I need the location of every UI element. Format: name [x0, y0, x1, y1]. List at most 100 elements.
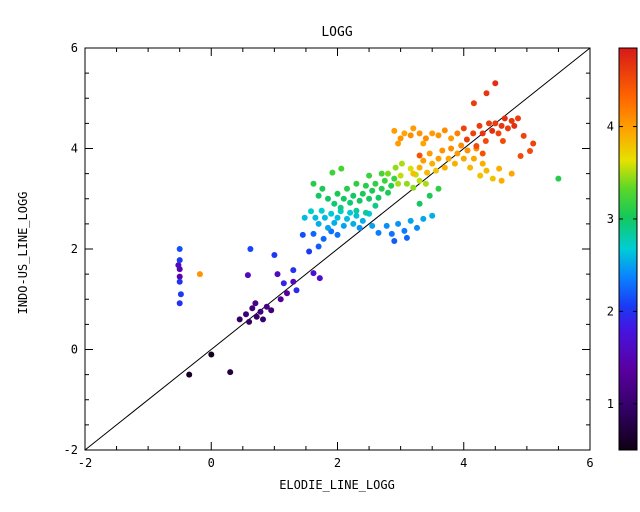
data-point [334, 231, 341, 238]
data-point [416, 164, 423, 171]
data-point [498, 177, 505, 184]
data-point [501, 115, 508, 122]
data-point [301, 214, 308, 221]
data-point [517, 153, 524, 159]
data-point [416, 200, 423, 207]
data-point [439, 147, 446, 154]
y-axis-label: INDO-US_LINE_LOGG [16, 192, 30, 315]
data-point [508, 117, 515, 124]
data-point [508, 170, 515, 177]
data-point [391, 175, 398, 182]
data-point [504, 125, 511, 132]
data-point [356, 197, 363, 204]
colorbar-tick-label: 1 [607, 397, 614, 411]
data-point [482, 138, 489, 144]
data-point [489, 175, 496, 182]
data-point [243, 311, 249, 318]
data-point [388, 230, 395, 237]
data-point [476, 122, 483, 129]
data-point [344, 215, 350, 222]
data-point [464, 147, 471, 154]
data-point [385, 189, 391, 196]
data-point [433, 167, 439, 174]
data-point [315, 243, 322, 250]
data-point [420, 140, 427, 147]
colorbar-gradient [618, 47, 638, 451]
y-tick-label: 0 [71, 343, 78, 357]
data-point [366, 172, 373, 179]
data-point [310, 270, 317, 277]
data-point [420, 215, 427, 222]
data-point [246, 318, 253, 325]
data-point [477, 172, 484, 179]
data-point [392, 164, 399, 171]
y-tick-label: -2 [64, 443, 78, 457]
plot-title: LOGG [321, 25, 352, 40]
data-point [486, 120, 492, 127]
data-point [186, 371, 193, 378]
data-point [350, 220, 357, 227]
data-point [429, 212, 436, 219]
data-point [315, 192, 322, 199]
data-point [410, 125, 417, 132]
data-point [395, 140, 402, 147]
data-point [555, 175, 562, 182]
data-point [445, 155, 452, 162]
data-point [463, 136, 470, 143]
data-point [435, 132, 442, 139]
data-point [331, 200, 338, 207]
data-point [260, 316, 266, 323]
data-point [344, 185, 350, 192]
data-point [460, 125, 467, 132]
data-point [306, 248, 313, 255]
data-point [350, 192, 357, 199]
data-point [236, 316, 243, 323]
data-point [416, 152, 423, 159]
data-point [176, 278, 183, 285]
y-tick-label: 4 [71, 142, 78, 156]
data-point [257, 308, 264, 315]
data-point [458, 142, 465, 149]
data-point [347, 209, 354, 216]
data-point [176, 300, 183, 307]
data-point [328, 210, 335, 217]
y-tick-label: 2 [71, 242, 78, 256]
colorbar-tick-label: 2 [607, 304, 614, 318]
data-point [176, 257, 183, 264]
data-point [176, 273, 183, 280]
data-point [395, 180, 402, 187]
data-point [530, 140, 537, 147]
data-point [308, 208, 314, 215]
data-point [274, 271, 281, 278]
data-point [353, 180, 360, 187]
data-point [407, 132, 414, 139]
data-point [263, 303, 270, 310]
x-tick-label: 6 [586, 456, 593, 470]
data-point [454, 150, 461, 157]
data-point [247, 246, 254, 252]
data-point [340, 195, 347, 202]
data-point [334, 214, 341, 221]
colorbar: 1 2 3 4 [607, 47, 638, 451]
data-point [253, 313, 260, 320]
data-point [347, 199, 354, 206]
data-point [372, 180, 379, 187]
data-point [467, 164, 474, 171]
data-point [331, 219, 338, 226]
y-tick-label: 6 [71, 41, 78, 55]
data-point [315, 220, 322, 227]
data-point [277, 296, 284, 303]
data-point [325, 195, 331, 202]
data-point [429, 160, 436, 167]
data-point [403, 234, 410, 241]
data-point [414, 224, 420, 231]
data-point [492, 120, 499, 127]
data-point [499, 138, 506, 144]
data-point [290, 267, 297, 274]
data-point [470, 155, 477, 162]
data-point [372, 202, 379, 209]
data-point [426, 192, 433, 199]
data-point [403, 180, 410, 187]
data-point [492, 80, 499, 87]
